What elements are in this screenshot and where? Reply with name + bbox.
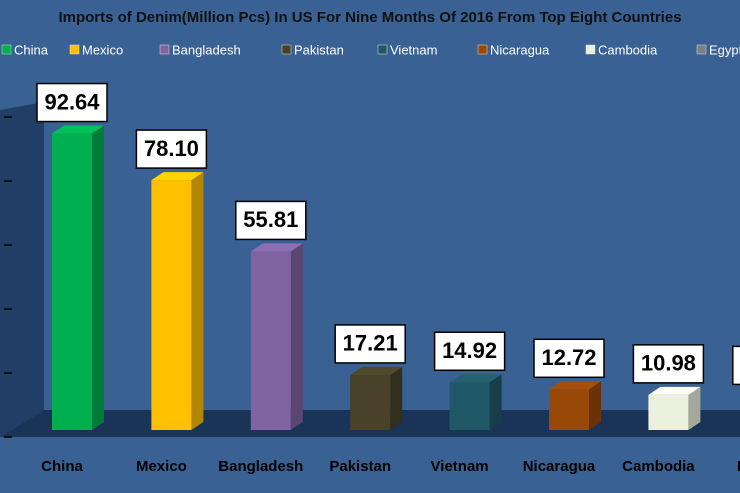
bar-face (52, 133, 92, 430)
back-wall (0, 102, 44, 437)
bar-face (191, 172, 204, 430)
value-label-box (235, 200, 307, 241)
x-tick-label: Nicaragua (523, 458, 596, 475)
legend-label: China (14, 42, 49, 57)
bar-face (250, 243, 303, 252)
value-label: 12.72 (541, 345, 596, 370)
value-label-box (334, 324, 406, 364)
legend-swatch (1, 44, 12, 55)
value-label: 78.10 (144, 136, 199, 161)
bar-face (449, 374, 502, 383)
bar-face (688, 386, 701, 430)
legend-swatch (69, 44, 80, 55)
x-tick-label: Mexico (136, 458, 187, 475)
bar-face (290, 243, 303, 430)
value-label-box (135, 129, 208, 169)
bar-face (350, 366, 403, 375)
bar-face (549, 381, 601, 390)
bar-face (489, 374, 502, 430)
legend-label: Cambodia (598, 42, 658, 57)
x-tick-label: Cambodia (622, 458, 695, 475)
value-label: 10.98 (641, 351, 696, 376)
legend-swatch (281, 44, 292, 55)
x-tick-label: Pakistan (329, 458, 391, 475)
legend-label: Mexico (82, 42, 123, 57)
value-label-box (36, 82, 108, 123)
value-label-box (433, 331, 506, 372)
bar-face (52, 125, 104, 134)
bar-face (390, 366, 403, 430)
bar (549, 381, 601, 430)
value-label: 92.64 (44, 89, 100, 114)
value-label: 55.81 (243, 207, 298, 232)
bar-face (648, 394, 689, 430)
bar-face (250, 251, 291, 430)
legend-label: Vietnam (390, 42, 437, 57)
x-tick-label: Bangladesh (218, 458, 303, 475)
legend-swatch (159, 44, 170, 55)
legend-swatch (585, 44, 596, 55)
bar-face (92, 125, 104, 430)
legend-label: Nicaragua (490, 42, 550, 57)
chart-title: Imports of Denim(Million Pcs) In US For … (58, 9, 681, 26)
bar (648, 386, 701, 430)
bar (449, 374, 502, 430)
bar (52, 125, 104, 430)
legend-label: Pakistan (294, 42, 344, 57)
bar-face (151, 180, 192, 430)
value-label: 17.21 (343, 331, 398, 356)
legend-label: Bangladesh (172, 42, 241, 57)
value-label-box (632, 344, 705, 384)
value-label-box (732, 345, 740, 386)
bar-face (350, 374, 391, 430)
bar-face (648, 386, 701, 395)
bar (250, 243, 303, 430)
x-tick-label: China (41, 458, 83, 475)
bar (151, 172, 204, 430)
bar-face (549, 389, 589, 430)
value-label: 14.92 (442, 338, 497, 363)
bar-face (449, 382, 490, 430)
legend-label: Egypt (709, 42, 740, 57)
x-tick-label: Egypt (737, 458, 740, 475)
legend-swatch (477, 44, 488, 55)
legend-swatch (696, 44, 707, 55)
value-label-box (533, 338, 605, 379)
bar-face (589, 381, 601, 430)
x-tick-label: Vietnam (431, 458, 489, 475)
bar (350, 366, 403, 430)
bar-face (151, 172, 204, 181)
legend-swatch (377, 44, 388, 55)
